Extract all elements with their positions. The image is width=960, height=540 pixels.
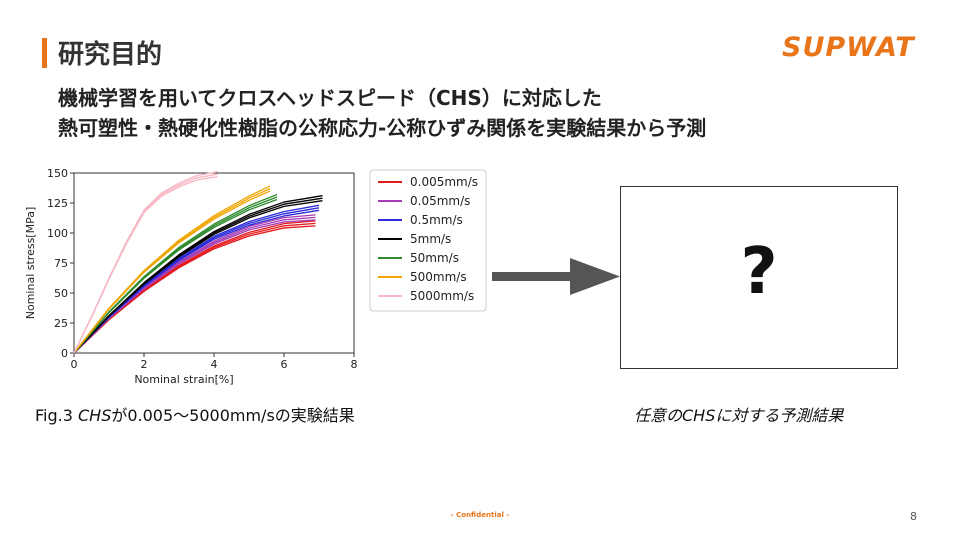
subtitle-line-1: 機械学習を用いてクロスヘッドスピード（CHS）に対応した <box>58 86 602 110</box>
y-tick-label: 0 <box>61 347 68 360</box>
series-line-0.005mm/s <box>73 225 316 354</box>
legend-label: 50mm/s <box>410 251 459 265</box>
y-tick-label: 25 <box>54 317 68 330</box>
y-tick-label: 125 <box>47 197 68 210</box>
legend-label: 5000mm/s <box>410 289 474 303</box>
caption-chs: CHS <box>78 406 112 425</box>
title-accent-bar <box>42 38 47 68</box>
caption-suffix: が0.005〜5000mm/sの実験結果 <box>111 406 355 425</box>
page-title: 研究目的 <box>58 40 163 70</box>
series-line-0.5mm/s <box>73 209 320 354</box>
x-tick-label: 0 <box>71 358 78 371</box>
x-tick-label: 8 <box>351 358 358 371</box>
y-tick-label: 50 <box>54 287 68 300</box>
y-tick-label: 75 <box>54 257 68 270</box>
confidential-label: - Confidential - <box>450 511 510 519</box>
x-axis-label: Nominal strain[%] <box>134 373 233 386</box>
x-tick-label: 6 <box>281 358 288 371</box>
y-tick-label: 100 <box>47 227 68 240</box>
y-axis-label: Nominal stress[MPa] <box>24 207 37 320</box>
x-tick-label: 4 <box>211 358 218 371</box>
page-number: 8 <box>910 510 917 523</box>
prediction-caption: 任意のCHSに対する予測結果 <box>634 406 844 425</box>
y-tick-label: 150 <box>47 167 68 180</box>
caption-prefix: Fig.3 <box>35 406 78 425</box>
chart-svg: 0 2 4 6 8 0 25 50 75 100 125 150 Nominal strain[%] No… <box>24 167 487 386</box>
series-line-5mm/s <box>73 200 323 354</box>
legend-label: 0.005mm/s <box>410 175 478 189</box>
prediction-result-box: ? <box>620 186 898 369</box>
subtitle-line-2: 熱可塑性・熱硬化性樹脂の公称応力-公称ひずみ関係を実験結果から予測 <box>58 116 707 140</box>
legend-label: 0.5mm/s <box>410 213 463 227</box>
question-mark-icon: ? <box>740 235 778 309</box>
legend-label: 500mm/s <box>410 270 467 284</box>
series-line-5000mm/s <box>73 176 218 354</box>
series-line-0.05mm/s <box>73 219 316 354</box>
x-tick-label: 2 <box>141 358 148 371</box>
series-line-500mm/s <box>73 190 271 354</box>
stress-strain-chart: 0 2 4 6 8 0 25 50 75 100 125 150 Nominal strain[%] No… <box>20 165 490 390</box>
series-line-50mm/s <box>73 198 278 354</box>
legend-label: 0.05mm/s <box>410 194 470 208</box>
legend-box <box>369 169 487 312</box>
legend-label: 5mm/s <box>410 232 451 246</box>
chart-caption: Fig.3 CHSが0.005〜5000mm/sの実験結果 <box>35 402 355 426</box>
company-logo: SUPWAT <box>782 32 915 63</box>
right-arrow-icon <box>492 258 620 295</box>
